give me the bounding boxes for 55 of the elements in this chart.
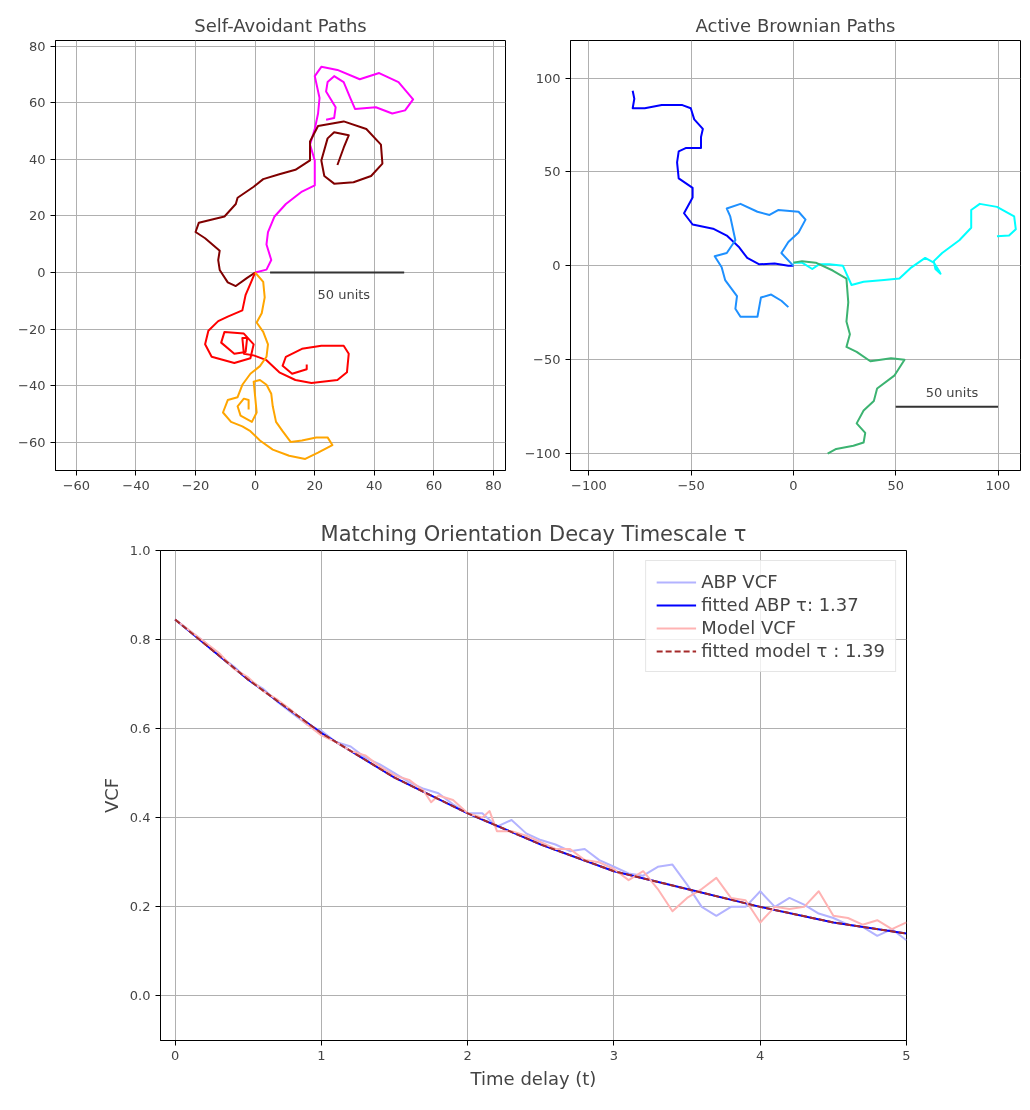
line-series (194, 120, 384, 288)
x-tick-label: 0 (789, 477, 798, 493)
y-tick-label: 0.2 (129, 899, 151, 915)
x-tick-label: 1 (317, 1047, 326, 1063)
annotation: 50 units (317, 286, 371, 302)
chart-title: Active Brownian Paths (695, 14, 896, 36)
x-tick-label: −20 (181, 477, 210, 493)
y-tick-label: 0.4 (129, 810, 151, 826)
y-tick-label: −50 (533, 352, 561, 368)
line-series (254, 65, 415, 274)
y-axis-title: VCF (100, 777, 122, 814)
line-series (792, 202, 1017, 286)
legend-label: ABP VCF (701, 571, 778, 592)
x-tick-label: 0 (251, 477, 260, 493)
x-tick-label: 5 (902, 1047, 911, 1063)
line-series (792, 260, 906, 455)
line-series (631, 89, 795, 267)
x-tick-label: −50 (677, 477, 705, 493)
y-tick-label: 80 (28, 38, 46, 54)
y-tick-label: 1.0 (129, 543, 151, 558)
x-tick-label: 100 (985, 477, 1011, 493)
x-tick-label: 50 (887, 477, 904, 493)
x-tick-label: −60 (62, 477, 91, 493)
line-series (713, 202, 807, 318)
chart-title: Matching Orientation Decay Timescale τ (320, 521, 747, 546)
chart-title: Self-Avoidant Paths (194, 14, 367, 36)
y-tick-label: 0.6 (129, 721, 151, 737)
legend-label: Model VCF (701, 617, 797, 638)
y-tick-label: 100 (535, 70, 561, 86)
y-tick-label: 0.0 (129, 988, 151, 1004)
x-tick-label: 60 (425, 477, 443, 493)
x-tick-label: −100 (571, 477, 607, 493)
y-tick-label: 0 (552, 258, 561, 274)
x-axis-title: Time delay (t) (469, 1067, 597, 1089)
x-tick-label: 20 (306, 477, 324, 493)
x-tick-label: 4 (756, 1047, 765, 1063)
annotation: 50 units (925, 385, 979, 401)
y-tick-label: 0 (37, 264, 46, 280)
legend-label: fitted ABP τ: 1.37 (701, 594, 859, 615)
y-tick-label: 20 (28, 208, 46, 224)
legend-label: fitted model τ : 1.39 (701, 640, 885, 661)
y-tick-label: 50 (543, 164, 561, 180)
x-tick-label: 80 (485, 477, 502, 493)
y-tick-label: −100 (524, 446, 561, 462)
x-tick-label: 3 (609, 1047, 619, 1063)
y-tick-label: 60 (28, 95, 46, 111)
y-tick-label: −40 (18, 378, 46, 394)
line-series (221, 271, 334, 460)
y-tick-label: −20 (18, 321, 46, 337)
y-tick-label: 0.8 (129, 632, 151, 648)
y-tick-label: 40 (28, 151, 46, 167)
x-tick-label: 2 (463, 1047, 472, 1063)
x-tick-label: 0 (170, 1047, 180, 1063)
x-tick-label: 40 (366, 477, 383, 493)
y-tick-label: −60 (18, 434, 46, 450)
